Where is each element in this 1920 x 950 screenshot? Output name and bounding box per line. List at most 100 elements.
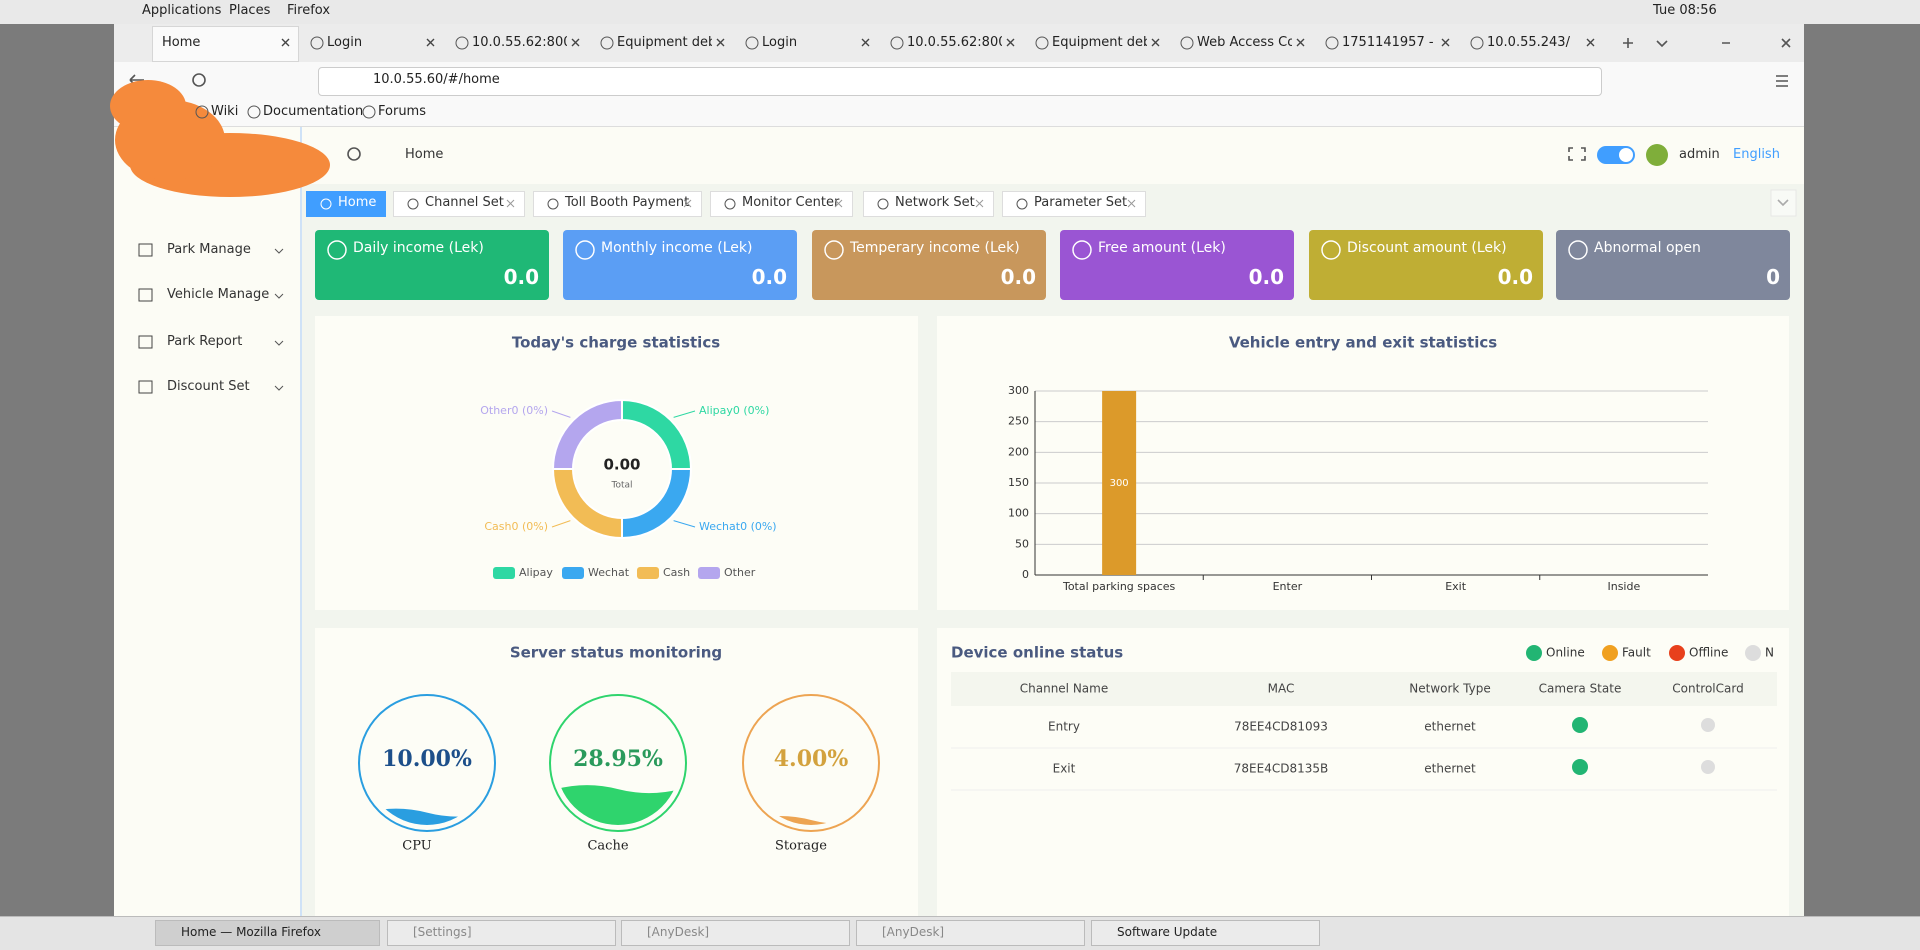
- bookmark[interactable]: Documentation: [263, 104, 364, 119]
- browser-tab-title[interactable]: 10.0.55.243/: [1487, 35, 1570, 50]
- bookmark[interactable]: Wiki: [211, 104, 239, 119]
- browser-tab-title[interactable]: Equipment debuggi: [617, 35, 712, 50]
- icons: [129, 38, 1791, 207]
- browser-tab-title[interactable]: 10.0.55.62:8000/in: [472, 35, 567, 50]
- menu-arrow: [274, 248, 284, 254]
- donut-slice: [621, 468, 693, 540]
- stat-card: [812, 230, 1046, 300]
- tab-icon: [1035, 36, 1049, 50]
- tab-list-icon[interactable]: [1656, 40, 1668, 48]
- taskbar-item[interactable]: [856, 920, 1085, 946]
- avatar[interactable]: [1646, 144, 1668, 166]
- slice-label: Alipay0 (0%): [699, 404, 769, 417]
- panel: [315, 316, 918, 610]
- url-box[interactable]: [318, 67, 1602, 96]
- cell: ethernet: [1424, 720, 1476, 734]
- page-tab[interactable]: [710, 191, 853, 217]
- reload-icon[interactable]: [192, 73, 206, 87]
- menu-item[interactable]: Places: [229, 3, 271, 18]
- window-controls[interactable]: [1722, 38, 1791, 48]
- taskbar-item[interactable]: [387, 920, 616, 946]
- gauge-label: Cache: [587, 839, 628, 854]
- menu-icon: [138, 380, 153, 394]
- bookmark[interactable]: Forums: [378, 104, 426, 119]
- cell: 78EE4CD8135B: [1234, 762, 1328, 776]
- tab-close: [1586, 38, 1595, 47]
- cell: Exit: [1053, 762, 1076, 776]
- y-tick-label: 100: [1008, 507, 1029, 520]
- page-tab[interactable]: [1002, 191, 1146, 217]
- browser-tab-title[interactable]: Login: [762, 35, 798, 50]
- page-tab-title: Monitor Center: [742, 195, 840, 210]
- menu-item[interactable]: Vehicle Manage: [167, 287, 270, 302]
- tab-close: [506, 199, 515, 208]
- control-card-state: [1701, 718, 1715, 732]
- menu-item[interactable]: Firefox: [287, 3, 331, 18]
- menu-icon[interactable]: [1776, 75, 1788, 87]
- tab-close: [861, 38, 870, 47]
- leader: [673, 410, 696, 418]
- refresh-icon[interactable]: [347, 147, 361, 161]
- page-tab[interactable]: [533, 191, 702, 217]
- breadcrumb: Home: [405, 147, 444, 162]
- menu-item[interactable]: Park Manage: [167, 242, 251, 257]
- browser-tab-title[interactable]: Home: [162, 35, 201, 50]
- card-icon: [824, 240, 844, 260]
- legend-dot: [1526, 645, 1542, 661]
- legend-label: Fault: [1622, 646, 1651, 660]
- user-name[interactable]: admin: [1679, 147, 1720, 162]
- menu-item[interactable]: Park Report: [167, 334, 243, 349]
- y-tick-label: 0: [1022, 568, 1029, 581]
- menu-item[interactable]: Discount Set: [167, 379, 250, 394]
- cell: 78EE4CD81093: [1234, 720, 1328, 734]
- gauge-value: 10.00%: [382, 746, 472, 772]
- leader: [551, 520, 571, 528]
- column-header: ControlCard: [1672, 682, 1743, 696]
- taskbar-item[interactable]: [621, 920, 850, 946]
- fullscreen-icon[interactable]: [1568, 147, 1586, 161]
- bookmark-icon: [195, 105, 209, 119]
- card-title: Temperary income (Lek): [850, 240, 1020, 256]
- page-tab[interactable]: [863, 191, 994, 217]
- active-tab[interactable]: [152, 26, 299, 62]
- language[interactable]: English: [1733, 147, 1780, 162]
- gauge-wave: [556, 785, 680, 825]
- browser-tab-title[interactable]: Equipment debuggi: [1052, 35, 1147, 50]
- page-tab[interactable]: [393, 191, 525, 217]
- gauge-value: 4.00%: [774, 746, 849, 772]
- browser-tab-title[interactable]: 10.0.55.62:8000/in: [907, 35, 1002, 50]
- gauge-wave: [749, 816, 873, 825]
- donut-slice: [551, 468, 623, 540]
- browser-tab-title[interactable]: Login: [327, 35, 363, 50]
- new-tab-icon[interactable]: [1623, 38, 1633, 48]
- bookmark-icon: [247, 105, 261, 119]
- tab-close: [1441, 38, 1450, 47]
- bar-label: 300: [1110, 478, 1129, 489]
- menu-item[interactable]: Applications: [142, 3, 222, 18]
- tabs-dropdown-box[interactable]: [1770, 189, 1797, 217]
- taskbar-item[interactable]: [155, 920, 380, 946]
- tab-icon: [890, 36, 904, 50]
- card-value: 0.0: [503, 265, 539, 289]
- y-tick-label: 200: [1008, 445, 1029, 458]
- url[interactable]: 10.0.55.60/#/home: [373, 72, 500, 87]
- tab-icon: [745, 36, 759, 50]
- browser-tab-title[interactable]: Web Access Contr: [1197, 35, 1292, 50]
- card-icon: [575, 240, 595, 260]
- taskbar-item[interactable]: [1091, 920, 1320, 946]
- menu-icon: [138, 243, 153, 257]
- panel-title: Vehicle entry and exit statistics: [1229, 334, 1497, 352]
- card-title: Free amount (Lek): [1098, 240, 1226, 256]
- legend-label: Offline: [1689, 646, 1728, 660]
- legend-label: Other: [724, 566, 756, 579]
- tab-icon: [547, 198, 559, 210]
- legend-dot: [1602, 645, 1618, 661]
- page-tab[interactable]: [306, 191, 386, 217]
- browser-tab-title[interactable]: 1751141957 - K: [1342, 35, 1437, 50]
- page-tab-title: Channel Set: [425, 195, 504, 210]
- card-value: 0.0: [1248, 265, 1284, 289]
- tab-close: [1006, 38, 1015, 47]
- legend-label: Cash: [663, 566, 690, 579]
- card-title: Discount amount (Lek): [1347, 240, 1507, 256]
